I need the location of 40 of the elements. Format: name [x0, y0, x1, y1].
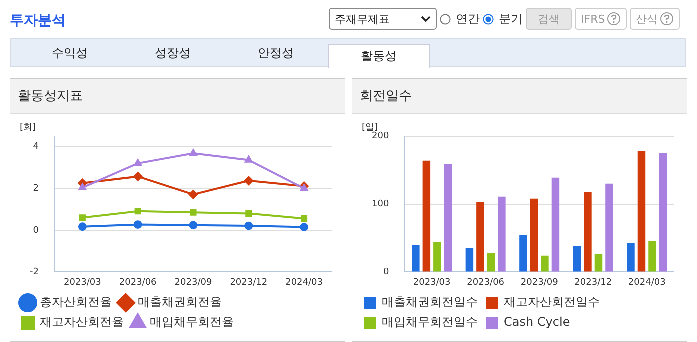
legend-label: 매출채권회전율: [138, 295, 222, 310]
y-tick-label: -2: [30, 268, 39, 278]
y-axis-title: [일]: [362, 122, 378, 133]
x-tick-label: 2023/06: [119, 278, 158, 288]
text: 분기: [499, 10, 523, 28]
text: 성장성: [154, 45, 192, 62]
y-tick-label: 100: [372, 200, 390, 210]
text: 안정성: [257, 45, 295, 62]
text: 산식: [636, 12, 658, 26]
x-tick-label: 2023/06: [467, 278, 505, 288]
legend-label: 재고자산회전일수: [504, 295, 600, 310]
legend-label: 매입채무회전율: [150, 315, 234, 330]
x-tick-label: 2023/09: [520, 278, 559, 288]
y-tick-label: 200: [372, 132, 390, 142]
x-tick-label: 2023/09: [174, 278, 212, 288]
x-tick-label: 2024/03: [286, 278, 323, 288]
legend-label: 재고자산회전율: [40, 315, 124, 330]
x-tick-label: 2024/03: [628, 278, 666, 288]
y-tick-label: 2: [33, 184, 39, 194]
x-tick-label: 2023/03: [413, 278, 451, 288]
text: 주재무제표: [335, 12, 390, 26]
legend-label: 매입채무회전일수: [382, 315, 478, 330]
x-tick-label: 2023/12: [574, 278, 612, 288]
y-tick-label: 0: [383, 268, 390, 278]
x-tick-label: 2023/12: [230, 278, 268, 288]
text: 투자분석: [10, 12, 66, 30]
chart-title: 회전일수: [352, 79, 687, 114]
x-tick-label: 2023/03: [64, 278, 102, 288]
text: 연간: [456, 10, 480, 28]
legend-label: 총자산회전율: [40, 295, 112, 310]
y-tick-label: 4: [33, 142, 40, 152]
text: 검색: [526, 8, 572, 30]
y-tick-label: 0: [33, 226, 40, 236]
y-axis-title: [회]: [20, 122, 36, 134]
text: 수익성: [51, 45, 89, 62]
legend-label: 매출채권회전일수: [382, 295, 478, 310]
text: IFRS: [581, 12, 606, 26]
text: 활동성: [328, 44, 430, 68]
legend-label: Cash Cycle: [504, 315, 570, 330]
chart-title: 활동성지표: [10, 79, 345, 114]
